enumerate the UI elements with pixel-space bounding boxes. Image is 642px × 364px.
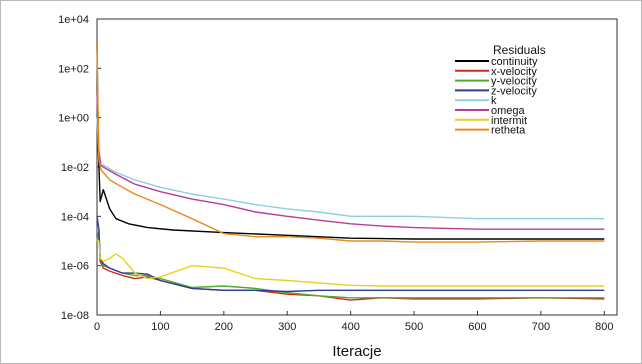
series-lines — [96, 43, 605, 301]
legend: Residuals continuityx-velocityy-velocity… — [455, 43, 546, 137]
y-axis-ticks: 1e+04 1e+02 1e+00 1e-02 1e-04 1e-06 1e-08 — [58, 14, 101, 322]
legend-label-omega: omega — [491, 105, 526, 117]
y-tick-label: 1e-06 — [61, 261, 89, 273]
x-tick-label: 0 — [94, 321, 100, 333]
y-tick-label: 1e-04 — [61, 211, 89, 223]
x-tick-label: 700 — [532, 321, 550, 333]
x-tick-label: 200 — [215, 321, 233, 333]
series-line-continuity — [96, 43, 605, 240]
legend-items: continuityx-velocityy-velocityz-velocity… — [455, 56, 538, 137]
x-tick-label: 500 — [405, 321, 423, 333]
legend-label-z-velocity: z-velocity — [491, 85, 537, 97]
series-line-k — [96, 117, 605, 220]
plot-area — [96, 18, 618, 316]
legend-label-intermit: intermit — [491, 115, 527, 127]
y-tick-label: 1e+00 — [58, 113, 89, 125]
y-tick-label: 1e-02 — [61, 162, 89, 174]
legend-label-continuity: continuity — [491, 56, 538, 68]
x-tick-label: 600 — [468, 321, 486, 333]
legend-label-k: k — [491, 95, 497, 107]
x-tick-label: 300 — [278, 321, 296, 333]
legend-title: Residuals — [493, 43, 546, 57]
legend-label-x-velocity: x-velocity — [491, 66, 537, 78]
legend-label-y-velocity: y-velocity — [491, 76, 537, 88]
x-axis-ticks: 0 100 200 300 400 500 600 700 800 — [94, 311, 613, 333]
legend-label-retheta: retheta — [491, 125, 526, 137]
series-line-retheta — [96, 43, 605, 243]
x-tick-label: 800 — [595, 321, 613, 333]
series-line-y-velocity — [96, 230, 605, 299]
y-tick-label: 1e+04 — [58, 14, 89, 26]
x-tick-label: 400 — [341, 321, 359, 333]
y-tick-label: 1e-08 — [61, 310, 89, 322]
series-line-intermit — [97, 240, 605, 287]
series-line-z-velocity — [96, 216, 605, 293]
series-line-omega — [96, 92, 605, 230]
y-tick-label: 1e+02 — [58, 63, 89, 75]
x-tick-label: 100 — [151, 321, 169, 333]
x-axis-title: Iteracje — [332, 343, 381, 360]
